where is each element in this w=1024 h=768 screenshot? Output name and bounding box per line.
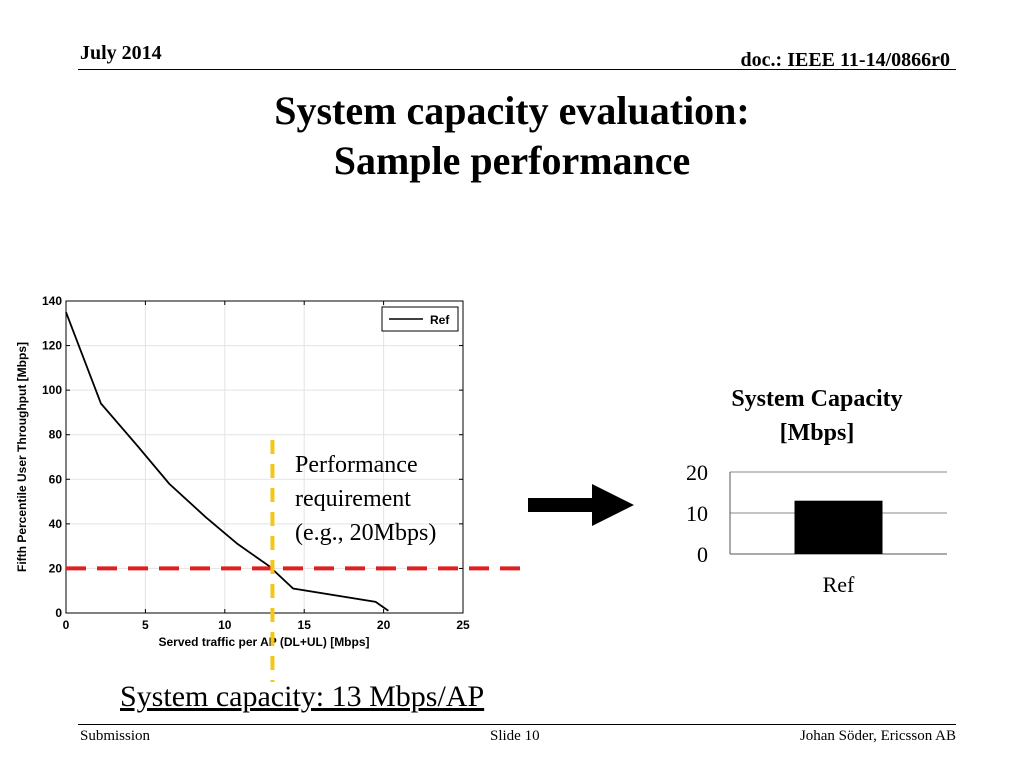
bar-y-tick-label: 20 — [686, 460, 708, 485]
bar-chart-title-line-1: System Capacity — [731, 386, 902, 412]
bar-labels: 0 10 20 Ref — [686, 460, 855, 597]
y-tick-label: 80 — [49, 428, 63, 442]
left-legend: Ref — [381, 306, 459, 332]
y-tick-label: 140 — [42, 294, 62, 308]
y-tick-label: 40 — [49, 517, 63, 531]
series-line-ref — [65, 311, 389, 612]
legend-label-ref: Ref — [430, 313, 450, 327]
footer-rule — [78, 724, 956, 725]
x-tick-label: 0 — [63, 618, 70, 632]
note-line-3: (e.g., 20Mbps) — [295, 520, 437, 546]
header-doc-id: doc.: IEEE 11-14/0866r0 — [740, 49, 950, 71]
footer-submission: Submission — [80, 728, 151, 744]
y-tick-label: 60 — [49, 472, 63, 486]
bar-bars — [794, 500, 883, 554]
header-date: July 2014 — [80, 42, 162, 64]
slide-title-line-2: Sample performance — [333, 138, 691, 183]
note-line-2: requirement — [295, 486, 411, 512]
system-capacity-result: System capacity: 13 Mbps/AP — [120, 680, 485, 713]
x-tick-label: 15 — [298, 618, 312, 632]
x-tick-label: 5 — [142, 618, 149, 632]
bar-chart-title-line-2: [Mbps] — [780, 420, 855, 446]
slide-title: System capacity evaluation: Sample perfo… — [0, 86, 1024, 186]
x-tick-label: 10 — [218, 618, 232, 632]
left-series — [65, 311, 389, 612]
y-tick-label: 20 — [49, 561, 63, 575]
performance-requirement-note: Performance requirement (e.g., 20Mbps) — [295, 448, 436, 550]
bar-y-tick-label: 0 — [697, 542, 708, 567]
y-axis-label: Fifth Percentile User Throughput [Mbps] — [15, 342, 29, 572]
header-rule — [78, 69, 956, 70]
footer-author: Johan Söder, Ericsson AB — [799, 728, 956, 744]
y-tick-label: 100 — [42, 383, 62, 397]
bar-category-label: Ref — [823, 572, 855, 597]
y-tick-label: 0 — [55, 606, 62, 620]
y-tick-label: 120 — [42, 339, 62, 353]
left-annotations — [66, 440, 520, 682]
left-plot-frame — [65, 300, 464, 614]
footer-slide-number: Slide 10 — [490, 728, 540, 744]
x-tick-label: 25 — [456, 618, 470, 632]
note-line-1: Performance — [295, 452, 418, 478]
slide-title-line-1: System capacity evaluation: — [274, 88, 750, 133]
bar-y-tick-label: 10 — [686, 501, 708, 526]
x-tick-label: 20 — [377, 618, 391, 632]
right-arrow-icon — [528, 484, 634, 526]
left-ticks: 0 5 10 15 20 25 0 20 40 60 80 100 120 140 — [42, 294, 470, 632]
bar-ref — [794, 500, 883, 554]
x-axis-label: Served traffic per AP (DL+UL) [Mbps] — [158, 635, 369, 649]
